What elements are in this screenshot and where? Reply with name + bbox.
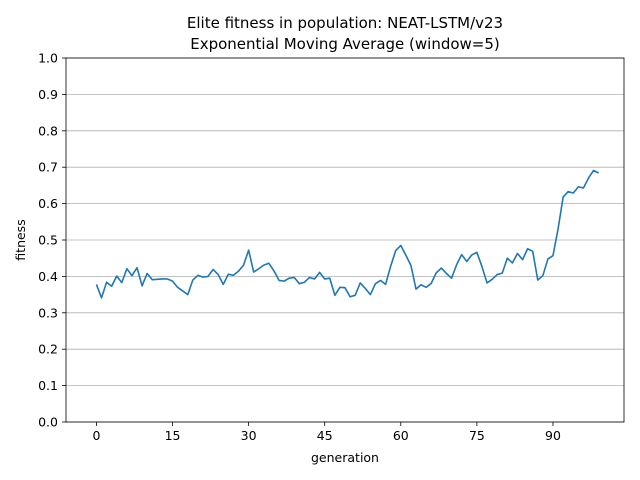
grid-lines	[66, 57, 624, 423]
x-tick-label: 45	[317, 428, 333, 443]
x-tick-label: 75	[469, 428, 485, 443]
x-axis-ticks: 0 15 30 45 60 75 90	[92, 422, 561, 443]
y-tick-label: 0.5	[38, 233, 58, 248]
series	[95, 169, 599, 299]
x-tick-label: 0	[92, 428, 100, 443]
y-tick-label: 0.8	[38, 123, 58, 138]
y-tick-label: 0.1	[38, 378, 58, 393]
y-tick-label: 0.9	[38, 87, 58, 102]
x-tick-label: 60	[393, 428, 409, 443]
y-tick-label: 0.4	[38, 269, 58, 284]
y-axis-label: fitness	[13, 219, 28, 260]
y-tick-label: 0.3	[38, 305, 58, 320]
y-tick-label: 0.6	[38, 196, 58, 211]
x-tick-label: 30	[241, 428, 257, 443]
fitness-line	[95, 169, 599, 299]
y-tick-label: 0.0	[38, 415, 58, 430]
y-axis-ticks: 0.0 0.1 0.2 0.3 0.4 0.5 0.6 0.7 0.8 0.9 1.0	[38, 51, 66, 430]
x-axis-label: generation	[311, 450, 379, 465]
chart-subtitle: Exponential Moving Average (window=5)	[190, 35, 500, 53]
x-tick-label: 90	[545, 428, 561, 443]
y-tick-label: 0.7	[38, 160, 58, 175]
x-tick-label: 15	[165, 428, 181, 443]
chart-title: Elite fitness in population: NEAT-LSTM/v…	[187, 14, 503, 32]
y-tick-label: 1.0	[38, 51, 58, 66]
y-tick-label: 0.2	[38, 342, 58, 357]
